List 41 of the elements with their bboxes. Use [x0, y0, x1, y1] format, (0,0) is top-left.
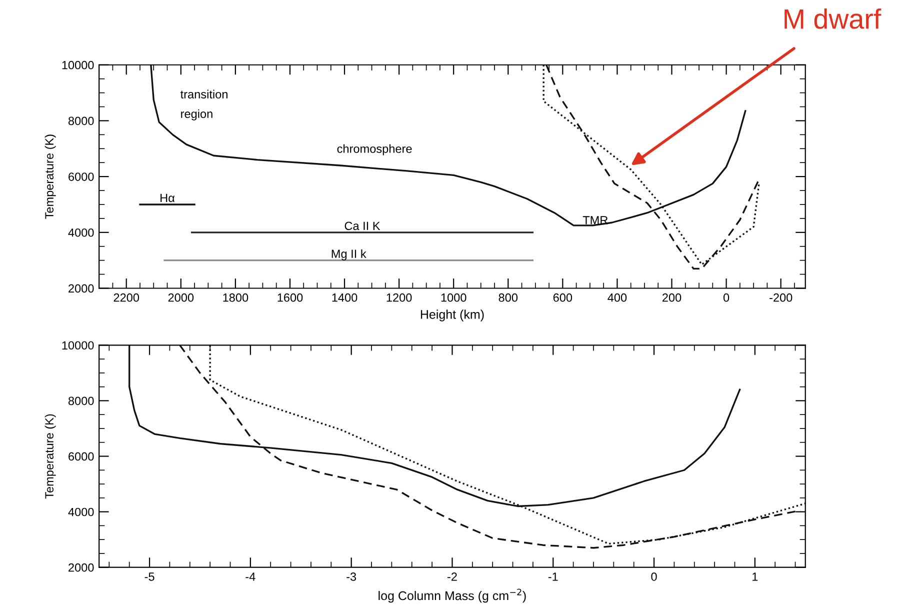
annotation: transition region [180, 90, 228, 120]
x-tick-label: 0 [723, 293, 730, 302]
x-tick-label: 200 [662, 293, 682, 302]
y-tick-label: 6000 [68, 172, 94, 181]
y-tick-label: 8000 [68, 116, 94, 126]
x-tick-label: 1200 [386, 293, 412, 302]
y-tick-label: 10000 [62, 341, 94, 350]
x-tick-label: 600 [553, 293, 572, 302]
x-tick-label: -4 [246, 572, 256, 581]
annotation: chromosphere [337, 144, 412, 156]
x-axis-title: log Column Mass (g cm$^{−2}$) [378, 588, 526, 603]
y-tick-label: 6000 [68, 452, 94, 461]
x-tick-label: 2000 [168, 293, 194, 302]
annotation: TMR [582, 216, 608, 224]
x-tick-label: 800 [498, 293, 518, 302]
x-tick-label: -5 [144, 572, 154, 581]
x-tick-label: -3 [346, 572, 356, 581]
series-label: Hα [160, 194, 175, 202]
x-tick-label: 1800 [223, 293, 248, 302]
x-tick-label: 1400 [332, 293, 358, 302]
y-tick-label: 4000 [68, 228, 94, 237]
x-tick-label: 1600 [278, 293, 303, 302]
annotation: M dwarf [784, 8, 882, 29]
x-tick-label: 0 [651, 572, 657, 581]
y-tick-label: 8000 [68, 396, 94, 406]
y-tick-label: 10000 [62, 60, 94, 70]
y-axis-title: Temperature (K) [44, 134, 56, 219]
x-tick-label: -2 [448, 572, 457, 581]
y-tick-label: 2000 [68, 563, 94, 572]
y-tick-label: 4000 [68, 508, 94, 516]
y-axis-title: Temperature (K) [44, 414, 56, 499]
x-tick-label: 1000 [441, 293, 466, 302]
x-tick-label: 2200 [114, 293, 140, 302]
x-tick-label: 400 [608, 293, 627, 302]
series-label: Mg II k [332, 249, 366, 260]
x-axis-title: Height (km) [420, 310, 484, 322]
x-tick-label: 1 [752, 572, 758, 581]
x-tick-label: -200 [770, 293, 792, 302]
y-tick-label: 2000 [68, 284, 94, 293]
series-label: Ca II K [344, 222, 380, 230]
x-tick-label: -1 [548, 572, 558, 581]
